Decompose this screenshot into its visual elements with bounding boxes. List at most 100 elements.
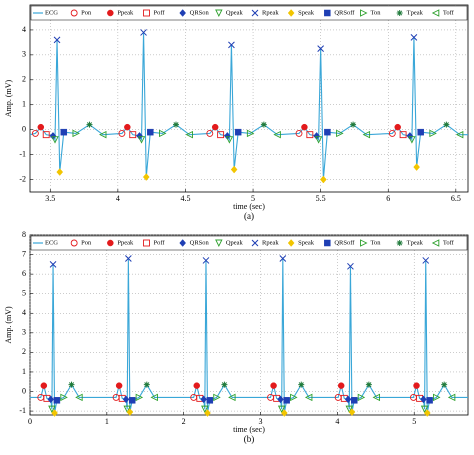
marker	[68, 381, 75, 388]
caption: (a)	[244, 211, 254, 221]
marker	[260, 121, 267, 128]
legend-label: Rpeak	[262, 239, 279, 246]
marker	[314, 136, 323, 144]
marker	[217, 131, 225, 139]
marker	[429, 129, 437, 138]
marker	[304, 393, 313, 402]
marker	[360, 239, 368, 247]
marker	[306, 131, 314, 139]
y-tick-label: 7	[22, 249, 26, 258]
marker	[159, 129, 167, 138]
marker	[277, 395, 284, 404]
marker	[60, 393, 68, 402]
legend-label: Toff	[443, 9, 455, 16]
legend-label: Pon	[81, 9, 92, 16]
marker	[129, 131, 137, 139]
marker	[396, 10, 403, 16]
marker	[251, 239, 259, 247]
plot-area	[29, 234, 469, 416]
legend-label: Ppeak	[117, 239, 134, 246]
marker	[128, 397, 136, 404]
y-tick-label: 8	[22, 230, 26, 239]
marker	[201, 405, 209, 414]
marker	[173, 121, 179, 128]
marker	[118, 129, 126, 137]
marker	[431, 9, 440, 17]
marker	[53, 36, 61, 44]
marker	[75, 393, 83, 402]
y-tick-label: 1	[22, 100, 26, 109]
marker	[336, 129, 344, 138]
marker	[150, 393, 158, 402]
marker	[230, 165, 238, 174]
y-tick-label: 5	[22, 289, 26, 298]
marker	[399, 131, 407, 139]
marker	[204, 409, 211, 417]
marker	[394, 123, 401, 131]
marker	[388, 129, 396, 137]
marker	[408, 136, 416, 144]
x-axis-label: time (sec)	[233, 425, 265, 434]
y-tick-label: 6	[22, 269, 26, 278]
marker	[49, 260, 57, 268]
marker	[423, 409, 431, 417]
marker	[215, 239, 223, 248]
marker	[283, 397, 290, 404]
legend-label: QRSoff	[334, 9, 355, 16]
marker	[147, 128, 154, 136]
marker	[143, 239, 150, 247]
marker	[47, 395, 55, 404]
x-tick-label: 5	[412, 417, 416, 426]
y-tick-label: 4	[22, 308, 26, 317]
marker	[40, 382, 48, 389]
marker	[56, 168, 64, 176]
marker	[420, 405, 429, 414]
caption: (b)	[244, 434, 255, 444]
legend-label: ECG	[45, 9, 58, 16]
x-tick-label: 2	[182, 417, 186, 426]
marker	[324, 239, 331, 247]
marker	[202, 257, 210, 264]
marker	[215, 9, 223, 18]
x-tick-label: 0	[28, 417, 32, 426]
marker	[135, 393, 144, 402]
marker	[70, 239, 78, 247]
marker	[281, 409, 288, 417]
marker	[143, 381, 150, 388]
marker	[348, 408, 356, 416]
marker	[372, 393, 381, 402]
legend-label: QRSoff	[334, 239, 355, 246]
marker	[345, 405, 354, 414]
marker	[251, 9, 259, 17]
marker	[417, 128, 424, 136]
legend-box	[30, 235, 468, 251]
x-tick-label: 3	[259, 417, 263, 426]
marker	[396, 240, 403, 246]
marker	[443, 121, 450, 128]
marker	[360, 9, 368, 17]
marker	[441, 381, 448, 388]
marker	[107, 239, 114, 247]
marker	[317, 45, 325, 52]
marker	[301, 123, 308, 131]
y-tick-label: 1	[22, 367, 26, 376]
y-axis-label: Amp. (mV)	[4, 306, 13, 344]
y-tick-label: 3	[22, 328, 26, 337]
marker	[122, 395, 130, 404]
marker	[290, 393, 298, 402]
marker	[179, 239, 186, 247]
y-tick-label: -1	[19, 149, 26, 158]
y-tick-label: 0	[22, 386, 26, 395]
marker	[420, 395, 427, 404]
marker	[431, 239, 440, 247]
marker	[206, 129, 214, 137]
legend-label: QRSon	[190, 9, 210, 16]
marker	[347, 262, 354, 270]
marker	[362, 130, 371, 139]
marker	[422, 257, 430, 264]
marker	[213, 393, 221, 402]
marker	[365, 381, 372, 388]
marker	[410, 34, 418, 41]
y-tick-label: 4	[22, 25, 26, 34]
legend-label: Tpeak	[407, 9, 424, 16]
